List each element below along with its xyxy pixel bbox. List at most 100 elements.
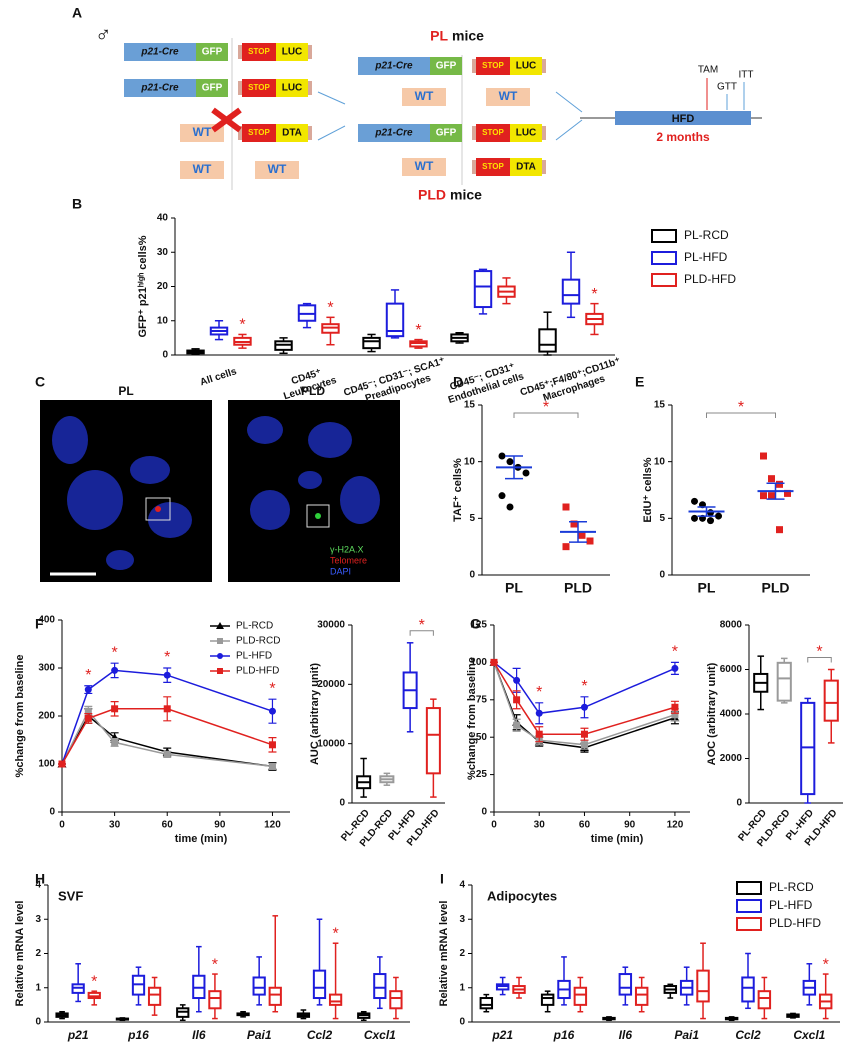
cap (308, 126, 312, 140)
x-axis-label: time (min) (175, 833, 228, 845)
box (252, 976, 266, 996)
stain-label: γ-H2A.X (330, 544, 364, 554)
construct-label: STOP (248, 47, 270, 56)
construct-block (242, 79, 276, 97)
x-tick-label: p16 (553, 1028, 575, 1042)
construct-label: STOP (482, 61, 504, 70)
cap (542, 59, 546, 73)
y-tick-label: 4 (35, 880, 41, 891)
y-axis-label: AOC (arbitrary unit) (706, 662, 718, 765)
point (570, 520, 578, 528)
point (513, 721, 521, 729)
x-tick-label: PL (505, 580, 523, 596)
construct-block (430, 57, 462, 75)
construct-label: STOP (248, 128, 270, 137)
x-tick-label: p21 (491, 1028, 513, 1042)
y-tick-label: 2000 (720, 753, 743, 764)
cap (308, 81, 312, 95)
y-axis-label: TAF⁺ cells% (452, 458, 464, 522)
panel-label: F (35, 616, 44, 632)
panel-label: D (453, 374, 463, 390)
cap (472, 126, 476, 140)
legend-swatch (736, 881, 762, 895)
construct-block (510, 124, 542, 142)
significance: * (212, 956, 218, 973)
y-tick-label: 10 (654, 456, 666, 467)
point (268, 707, 276, 715)
cap (238, 81, 242, 95)
image-title: PL (118, 384, 133, 398)
series-line (61, 714, 273, 768)
construct-block (276, 43, 308, 61)
foci (315, 513, 321, 519)
x-tick-label: Il6 (619, 1028, 633, 1042)
construct-label: WT (193, 125, 212, 139)
construct-block (510, 57, 542, 75)
point (586, 537, 594, 545)
significance: * (164, 649, 170, 666)
box (618, 973, 633, 996)
point (498, 492, 506, 500)
panel-label: E (635, 374, 644, 390)
sem-bar (505, 455, 523, 480)
point (498, 452, 506, 460)
box (538, 328, 557, 353)
legend-swatch (736, 899, 762, 913)
box (634, 986, 649, 1006)
box (823, 679, 839, 722)
point (513, 696, 521, 704)
y-axis-label: Relative mRNA level (14, 901, 26, 1007)
y-tick-label: 0 (339, 798, 345, 809)
construct-block (486, 88, 530, 106)
significance: * (581, 678, 587, 695)
cap (238, 126, 242, 140)
x-tick-label: 30 (109, 820, 121, 831)
y-tick-label: 10 (464, 456, 476, 467)
construct-block (402, 88, 446, 106)
test-label: GTT (717, 82, 737, 93)
point (578, 531, 586, 539)
construct-label: LUC (516, 61, 537, 72)
panel-label: H (35, 871, 45, 887)
construct-label: GFP (436, 61, 457, 72)
arrows (317, 91, 583, 141)
y-tick-label: 30000 (317, 620, 345, 631)
point (562, 503, 570, 511)
construct-label: STOP (482, 128, 504, 137)
construct-label: GFP (436, 128, 457, 139)
construct-block (430, 124, 462, 142)
significance: * (415, 322, 421, 339)
y-axis-label: %change from baseline (14, 655, 26, 778)
pl-title-suffix: mice (452, 28, 484, 44)
pld-title: PLD (418, 187, 446, 203)
construct-block (476, 158, 510, 176)
y-axis-label: GFP⁺ p21ʰⁱᵍʰ cells% (136, 235, 149, 337)
legend-marker (217, 638, 223, 644)
construct-label: p21-Cre (374, 61, 413, 72)
box (473, 270, 493, 309)
y-tick-label: 6000 (720, 664, 743, 675)
box (385, 302, 405, 338)
construct-block (276, 79, 308, 97)
point (671, 703, 679, 711)
bracket-label: * (816, 644, 822, 661)
point (111, 705, 119, 713)
point (715, 512, 722, 520)
point (58, 760, 66, 768)
y-tick-label: 0 (736, 798, 742, 809)
y-tick-label: 2 (459, 948, 465, 959)
point (691, 514, 698, 522)
y-tick-label: 300 (38, 663, 55, 674)
x-tick-label: 120 (264, 820, 281, 831)
x-tick-label: All cells (199, 366, 239, 388)
construct-label: LUC (282, 83, 303, 94)
point (506, 503, 514, 511)
y-tick-label: 30 (157, 247, 169, 258)
panel-label: A (72, 5, 82, 21)
x-tick-label: Cxcl1 (793, 1028, 825, 1042)
cap (542, 160, 546, 174)
x-tick-label: 90 (214, 820, 226, 831)
sem-bar (766, 482, 785, 500)
point (268, 762, 276, 770)
